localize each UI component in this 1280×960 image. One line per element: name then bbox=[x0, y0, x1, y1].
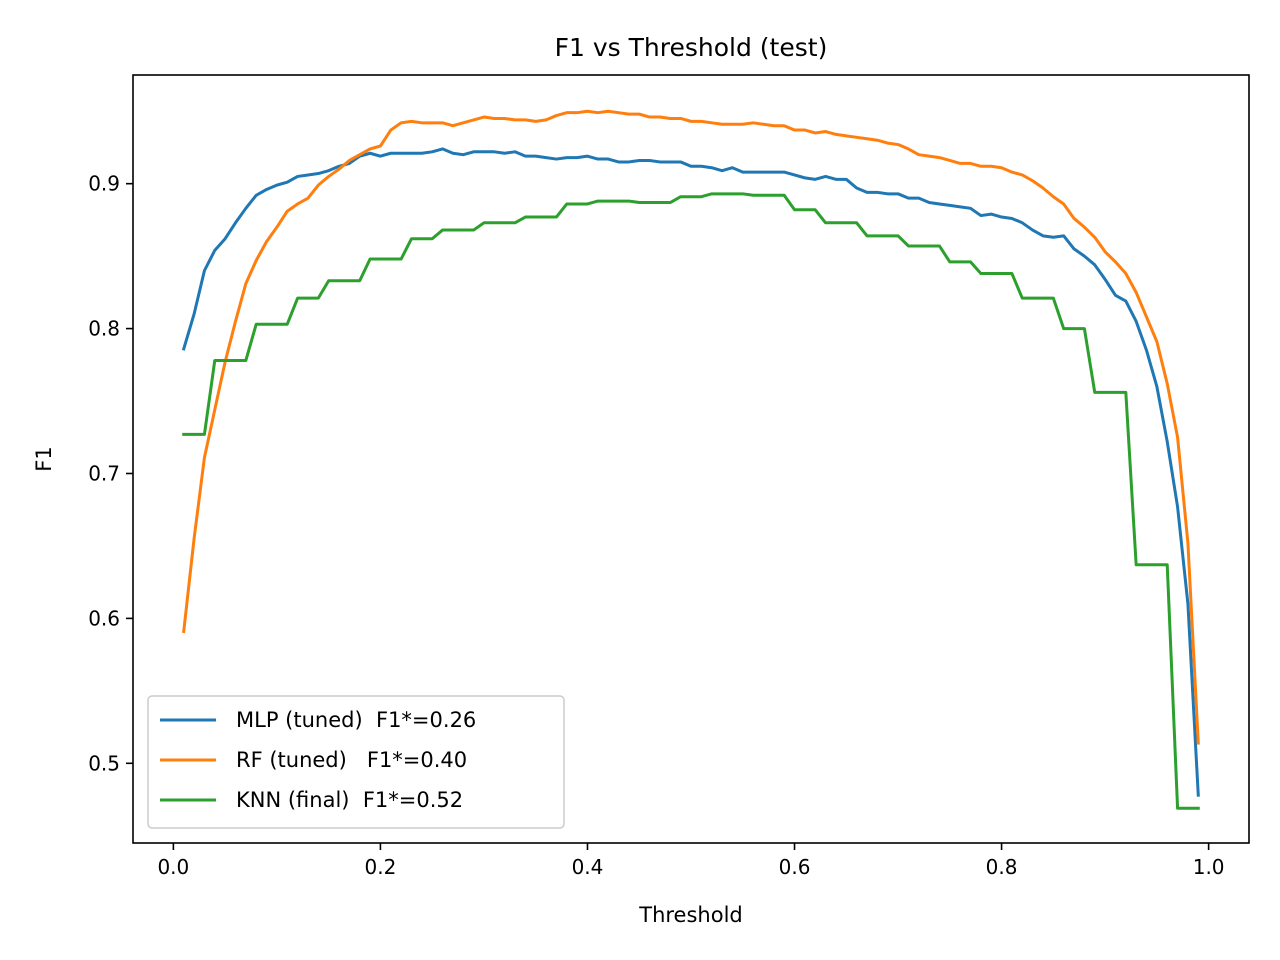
series-layer bbox=[181, 109, 1200, 810]
x-tick-label: 0.6 bbox=[779, 855, 811, 879]
x-tick-label: 1.0 bbox=[1193, 855, 1225, 879]
series-line-2 bbox=[182, 192, 1200, 810]
y-axis-label: F1 bbox=[32, 446, 56, 471]
legend-label-2: KNN (final) F1*=0.52 bbox=[236, 788, 463, 812]
chart-title: F1 vs Threshold (test) bbox=[555, 33, 828, 62]
y-axis: 0.5 0.6 0.7 0.8 0.9 bbox=[88, 172, 133, 775]
legend-box bbox=[147, 695, 565, 829]
x-tick-label: 0.4 bbox=[572, 855, 604, 879]
legend-items: MLP (tuned) F1*=0.26 RF (tuned) F1*=0.40 K… bbox=[160, 708, 476, 812]
plot-frame bbox=[132, 74, 1250, 844]
x-axis-label: Threshold bbox=[638, 903, 743, 927]
x-tick-label: 0.2 bbox=[365, 855, 397, 879]
y-tick-label: 0.5 bbox=[88, 751, 120, 775]
legend: MLP (tuned) F1*=0.26 RF (tuned) F1*=0.40 K… bbox=[147, 695, 565, 829]
x-tick-label: 0.8 bbox=[986, 855, 1018, 879]
y-tick-label: 0.8 bbox=[88, 317, 120, 341]
series-line-1 bbox=[182, 109, 1200, 745]
legend-label-1: RF (tuned) F1*=0.40 bbox=[236, 748, 467, 772]
x-axis: 0.0 0.2 0.4 0.6 0.8 1.0 bbox=[157, 843, 1225, 879]
y-tick-label: 0.6 bbox=[88, 606, 120, 630]
y-tick-label: 0.7 bbox=[88, 461, 120, 485]
legend-label-0: MLP (tuned) F1*=0.26 bbox=[236, 708, 476, 732]
y-tick-label: 0.9 bbox=[88, 172, 120, 196]
series-line-0 bbox=[181, 147, 1200, 797]
x-tick-label: 0.0 bbox=[157, 855, 189, 879]
